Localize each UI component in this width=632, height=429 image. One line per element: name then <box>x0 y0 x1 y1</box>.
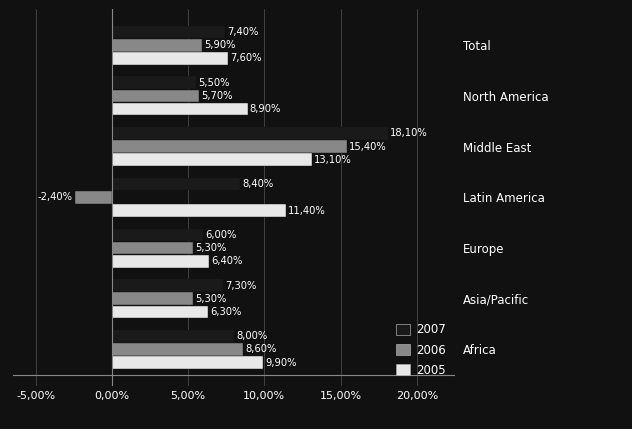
Text: 15,40%: 15,40% <box>349 142 387 151</box>
Bar <box>112 76 196 89</box>
Bar <box>112 229 204 241</box>
Text: 5,30%: 5,30% <box>195 294 226 304</box>
Bar <box>112 39 202 51</box>
Text: -2,40%: -2,40% <box>38 192 73 202</box>
Text: 6,40%: 6,40% <box>212 256 243 266</box>
Text: 5,70%: 5,70% <box>201 91 233 101</box>
Bar <box>112 293 193 305</box>
Text: 13,10%: 13,10% <box>314 155 351 165</box>
Text: 5,50%: 5,50% <box>198 78 229 88</box>
Text: 9,90%: 9,90% <box>265 358 296 368</box>
Text: 8,90%: 8,90% <box>250 104 281 114</box>
Bar <box>112 343 243 356</box>
Bar <box>112 279 223 292</box>
Bar <box>112 204 286 217</box>
Bar <box>112 127 388 140</box>
Text: 5,90%: 5,90% <box>204 40 236 50</box>
Text: 6,00%: 6,00% <box>205 230 237 240</box>
Text: 8,00%: 8,00% <box>236 331 267 341</box>
Text: 18,10%: 18,10% <box>390 128 428 139</box>
Bar <box>112 90 198 102</box>
Text: 11,40%: 11,40% <box>288 205 325 215</box>
Bar <box>112 103 248 115</box>
Bar <box>112 330 234 343</box>
Text: 5,30%: 5,30% <box>195 243 226 253</box>
Bar <box>112 140 347 153</box>
Bar <box>112 305 208 318</box>
Text: 8,40%: 8,40% <box>242 179 274 189</box>
Text: 7,60%: 7,60% <box>230 54 262 63</box>
Text: 7,30%: 7,30% <box>226 281 257 290</box>
Bar <box>112 52 228 65</box>
Legend: 2007, 2006, 2005: 2007, 2006, 2005 <box>392 320 449 380</box>
Text: 7,40%: 7,40% <box>227 27 258 37</box>
Bar <box>112 26 225 39</box>
Bar <box>112 242 193 254</box>
Bar <box>112 154 312 166</box>
Bar <box>112 255 209 268</box>
Bar <box>112 178 240 190</box>
Text: 6,30%: 6,30% <box>210 307 241 317</box>
Bar <box>75 191 112 204</box>
Text: 8,60%: 8,60% <box>245 344 277 354</box>
Bar <box>112 356 263 369</box>
